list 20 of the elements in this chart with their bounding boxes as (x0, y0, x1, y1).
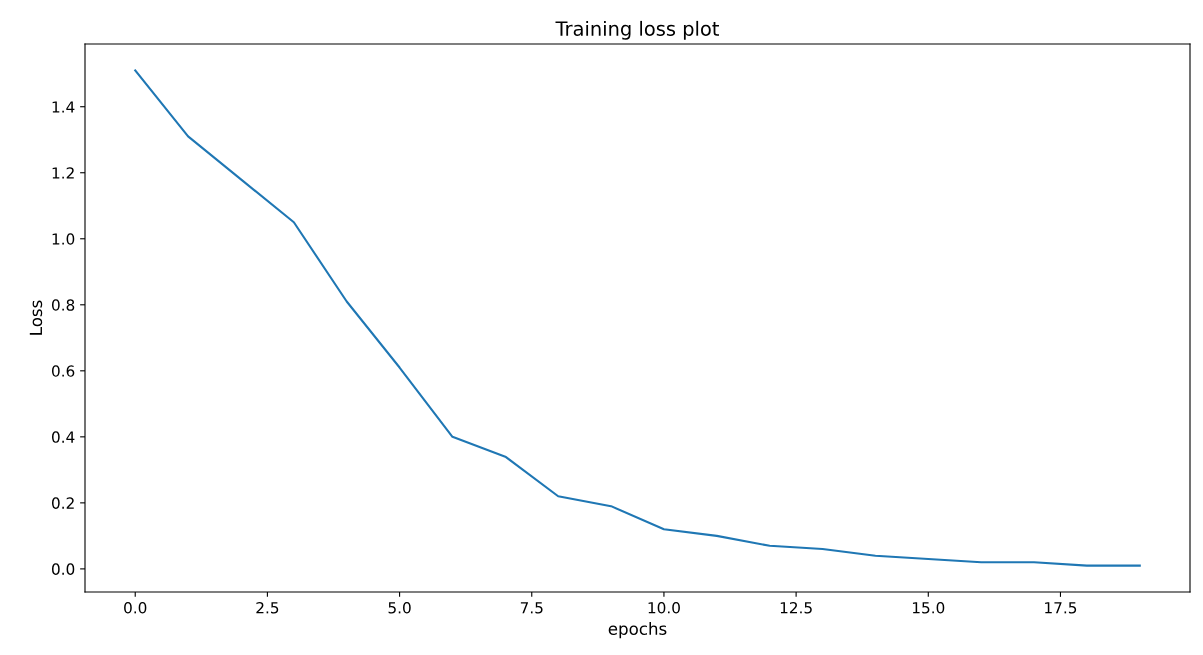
x-tick-label: 10.0 (648, 601, 680, 614)
y-tick-label: 0.6 (51, 365, 75, 377)
x-tick-label: 2.5 (256, 601, 279, 614)
y-tick-label: 1.0 (52, 233, 75, 245)
y-axis-title: Loss (29, 300, 43, 335)
x-tick-label: 0.0 (124, 601, 147, 614)
y-tick-label: 0.8 (51, 299, 75, 311)
y-tick-label: 0.0 (51, 563, 75, 575)
y-tick-label: 0.2 (51, 497, 74, 509)
x-tick-label: 17.5 (1045, 602, 1077, 614)
y-tick-label: 0.4 (51, 431, 75, 443)
x-axis-title: epochs (608, 622, 667, 639)
chart-title: Training loss plot (555, 20, 719, 40)
y-tick-label: 1.2 (52, 167, 74, 179)
x-tick-label: 12.5 (780, 601, 812, 614)
y-tick-label: 1.4 (52, 101, 75, 113)
x-tick-label: 7.5 (520, 602, 543, 614)
line-series (134, 69, 1141, 567)
x-tick-label: 15.0 (912, 601, 945, 614)
x-tick-label: 5.0 (388, 601, 411, 614)
